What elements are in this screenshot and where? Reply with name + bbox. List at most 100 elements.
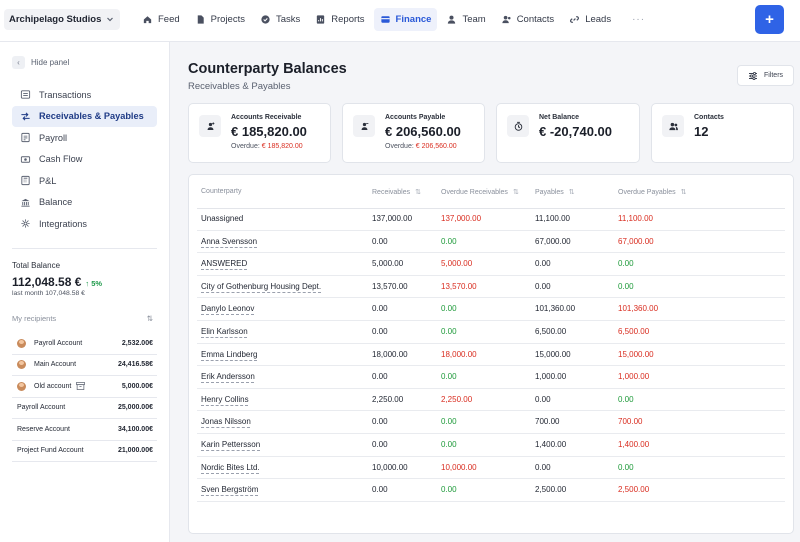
hide-panel-label: Hide panel [31, 58, 70, 67]
payables-cell: 1,000.00 [535, 372, 567, 382]
workspace-switcher[interactable]: Archipelago Studios [4, 9, 120, 30]
recipient-name: Old account [34, 382, 72, 390]
list-item[interactable]: Main Account 24,416.58€ [12, 355, 157, 376]
counterparty-name[interactable]: Karin Pettersson [201, 440, 261, 449]
table-row[interactable]: Danylo Leonov 0.00 0.00 101,360.00 101,360.0… [197, 298, 785, 321]
counterparty-name[interactable]: Danylo Leonov [201, 304, 255, 314]
receivables-cell: 13,570.00 [372, 281, 408, 291]
table-row[interactable]: Elin Karlsson 0.00 0.00 6,500.00 6,500.00 [197, 321, 785, 344]
column-header-payables[interactable]: Payables ⇅ [535, 188, 575, 197]
nav-contacts[interactable]: Contacts [495, 8, 561, 31]
sidebar-item-balance[interactable]: Balance [12, 192, 157, 213]
card-value: € -20,740.00 [539, 124, 613, 139]
cash-flow-icon [20, 155, 31, 163]
list-item[interactable]: Payroll Account 2,532.00€ [12, 333, 157, 355]
table-row[interactable]: Unassigned 137,000.00 137,000.00 11,100.00 1… [197, 208, 785, 231]
sidebar-item-transactions[interactable]: Transactions [12, 84, 157, 105]
overdue-payables-cell: 700.00 [618, 417, 643, 427]
list-item[interactable]: Old account 5,000.00€ [12, 376, 157, 398]
counterparty-name[interactable]: Erik Andersson [201, 372, 255, 382]
sidebar-item-integrations[interactable]: Integrations [12, 213, 157, 234]
column-label: Receivables [372, 188, 411, 196]
nav-projects[interactable]: Projects [189, 8, 251, 31]
nav-finance[interactable]: Finance [373, 8, 438, 31]
table-row[interactable]: Nordic Bites Ltd. 10,000.00 10,000.00 0.00 0… [197, 457, 785, 480]
table-row[interactable]: Henry Collins 2,250.00 2,250.00 0.00 0.00 [197, 389, 785, 412]
nav-tasks[interactable]: Tasks [254, 8, 306, 31]
recipient-name: Reserve Account [17, 425, 70, 433]
overdue-receivables-cell: 0.00 [441, 440, 457, 449]
counterparty-name[interactable]: Emma Lindberg [201, 349, 258, 359]
card-label: Accounts Payable [385, 114, 446, 121]
table-row[interactable]: City of Gothenburg Housing Dept. 13,570.0… [197, 276, 785, 299]
overdue-value: € 185,820.00 [261, 143, 303, 150]
add-button[interactable]: + [755, 5, 784, 34]
sort-icon: ⇅ [680, 189, 687, 196]
column-header-receivables[interactable]: Receivables ⇅ [372, 188, 421, 197]
receivables-cell: 18,000.00 [372, 349, 408, 359]
counterparty-name: Unassigned [201, 214, 244, 223]
table-row[interactable]: Emma Lindberg 18,000.00 18,000.00 15,000.00… [197, 344, 785, 367]
overdue-receivables-cell: 0.00 [441, 417, 457, 427]
table-row[interactable]: Anna Svensson 0.00 0.00 67,000.00 67,000.00 [197, 231, 785, 254]
net-balance-card: Net Balance € -20,740.00 [496, 103, 640, 163]
list-item[interactable]: Reserve Account 34,100.00€ [12, 419, 157, 441]
payables-cell: 2,500.00 [535, 485, 567, 495]
sort-icon: ⇅ [512, 189, 519, 196]
column-header-overdue-receivables[interactable]: Overdue Receivables ⇅ [441, 188, 519, 197]
overdue-payables-cell: 11,100.00 [618, 214, 653, 223]
wallet-icon [380, 16, 390, 23]
contacts-icon [662, 115, 684, 137]
recipient-amount: 2,532.00€ [121, 339, 153, 347]
column-header-counterparty[interactable]: Counterparty [201, 188, 241, 195]
finance-menu: Transactions Receivables & Payables Payr… [12, 84, 157, 235]
nav-label: Team [462, 14, 486, 25]
sidebar-item-pl[interactable]: P&L [12, 170, 157, 191]
table-row[interactable]: Sven Bergström 0.00 0.00 2,500.00 2,500.00 [197, 479, 785, 502]
column-header-overdue-payables[interactable]: Overdue Payables ⇅ [618, 188, 687, 197]
home-icon [143, 16, 152, 24]
recipients-label: My recipients [12, 314, 57, 323]
total-balance-value: 112,048.58 € [12, 275, 82, 289]
overdue-receivables-cell: 137,000.00 [441, 214, 482, 223]
sort-icon[interactable]: ⇅ [146, 314, 153, 323]
nav-team[interactable]: Team [440, 8, 491, 31]
list-item[interactable]: Project Fund Account 21,000.00€ [12, 441, 157, 462]
nav-reports[interactable]: Reports [309, 8, 370, 31]
sidebar-item-cash-flow[interactable]: Cash Flow [12, 149, 157, 170]
sidebar-item-label: Cash Flow [39, 154, 83, 164]
overdue-receivables-cell: 10,000.00 [441, 462, 477, 472]
table-row[interactable]: Erik Andersson 0.00 0.00 1,000.00 1,000.00 [197, 366, 785, 389]
sidebar-item-receivables-payables[interactable]: Receivables & Payables [12, 105, 157, 127]
nav-leads[interactable]: Leads [563, 8, 617, 31]
nav-label: Projects [210, 14, 245, 25]
payables-cell: 0.00 [535, 394, 551, 404]
counterparty-name[interactable]: Henry Collins [201, 394, 249, 404]
main-nav: Feed Projects Tasks Reports Finance Team… [136, 8, 654, 31]
list-item[interactable]: Payroll Account 25,000.00€ [12, 398, 157, 419]
counterparty-name[interactable]: Nordic Bites Ltd. [201, 462, 260, 472]
nav-label: Reports [331, 14, 365, 25]
sidebar-item-label: Balance [39, 197, 73, 207]
recipient-name: Payroll Account [17, 404, 66, 412]
filters-button[interactable]: Filters [737, 65, 794, 86]
chevron-left-icon: ‹ [12, 56, 25, 69]
counterparty-name[interactable]: Elin Karlsson [201, 327, 248, 336]
table-row[interactable]: Jonas Nilsson 0.00 0.00 700.00 700.00 [197, 411, 785, 434]
sidebar-divider [12, 248, 157, 249]
table-row[interactable]: Karin Pettersson 0.00 0.00 1,400.00 1,400.00 [197, 434, 785, 457]
counterparty-name[interactable]: Anna Svensson [201, 236, 258, 246]
nav-label: Feed [158, 14, 180, 25]
payables-cell: 700.00 [535, 417, 560, 427]
counterparty-name[interactable]: City of Gothenburg Housing Dept. [201, 281, 322, 291]
counterparty-name[interactable]: Sven Bergström [201, 485, 259, 495]
counterparty-name[interactable]: Jonas Nilsson [201, 417, 251, 427]
card-label: Net Balance [539, 114, 580, 121]
table-row[interactable]: ANSWERED 5,000.00 5,000.00 0.00 0.00 [197, 253, 785, 276]
counterparty-name[interactable]: ANSWERED [201, 259, 248, 269]
sidebar-item-payroll[interactable]: Payroll [12, 127, 157, 148]
nav-feed[interactable]: Feed [136, 8, 186, 31]
more-nav-button[interactable]: ··· [632, 14, 646, 25]
card-label: Accounts Receivable [231, 114, 302, 121]
hide-panel-button[interactable]: ‹ Hide panel [12, 56, 69, 69]
